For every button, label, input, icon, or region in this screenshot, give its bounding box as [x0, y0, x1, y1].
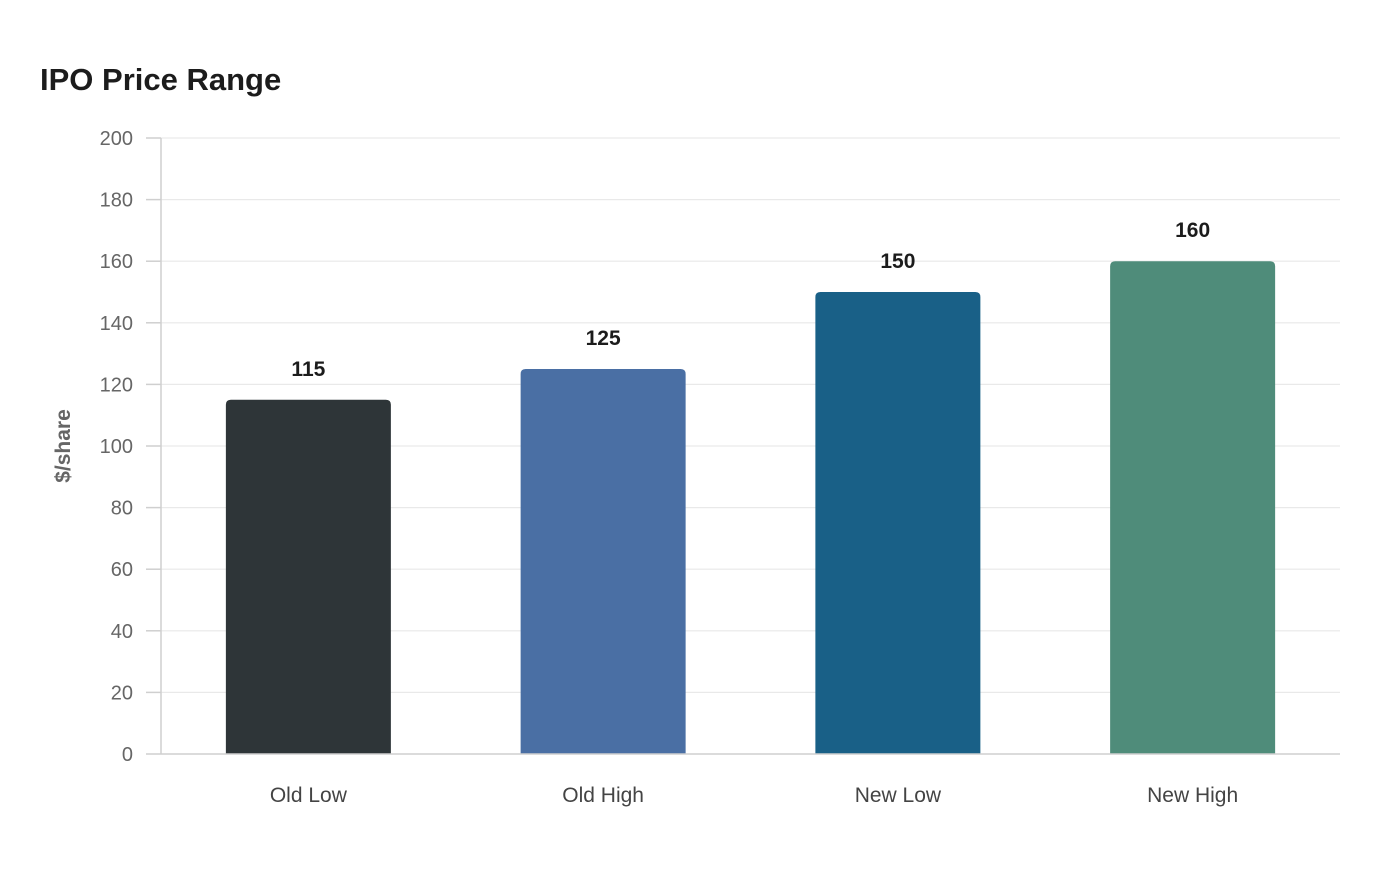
- category-label: New Low: [855, 784, 942, 807]
- data-label: 125: [586, 327, 621, 350]
- bar-old-high: [520, 369, 686, 754]
- y-tick-label: 100: [100, 436, 133, 458]
- bars: [225, 261, 1276, 754]
- category-label: New High: [1147, 784, 1238, 807]
- y-axis-title: $/share: [52, 409, 75, 483]
- chart-title: IPO Price Range: [40, 62, 282, 97]
- data-label: 115: [291, 358, 325, 381]
- y-tick-label: 0: [122, 744, 133, 766]
- y-tick-label: 40: [111, 621, 133, 643]
- category-labels: Old Low Old High New Low New High: [270, 784, 1238, 807]
- y-tick-label: 120: [100, 374, 133, 396]
- y-tick-label: 140: [100, 313, 133, 335]
- y-tick-label: 60: [111, 559, 133, 581]
- data-label: 160: [1175, 219, 1210, 242]
- y-axis-ticks: 0 20 40 60 80 100 120 140 160 180 200: [100, 128, 161, 766]
- y-tick-label: 160: [100, 251, 133, 273]
- bar-new-high: [1110, 261, 1276, 754]
- bar-old-low: [225, 399, 391, 754]
- y-tick-label: 200: [100, 128, 133, 150]
- category-label: Old High: [562, 784, 644, 807]
- bar-new-low: [815, 292, 981, 754]
- y-tick-label: 80: [111, 498, 133, 520]
- category-label: Old Low: [270, 784, 348, 807]
- data-labels: 115 125 150 160: [291, 219, 1210, 381]
- y-tick-label: 180: [100, 190, 133, 212]
- y-tick-label: 20: [111, 682, 133, 704]
- data-label: 150: [880, 250, 915, 273]
